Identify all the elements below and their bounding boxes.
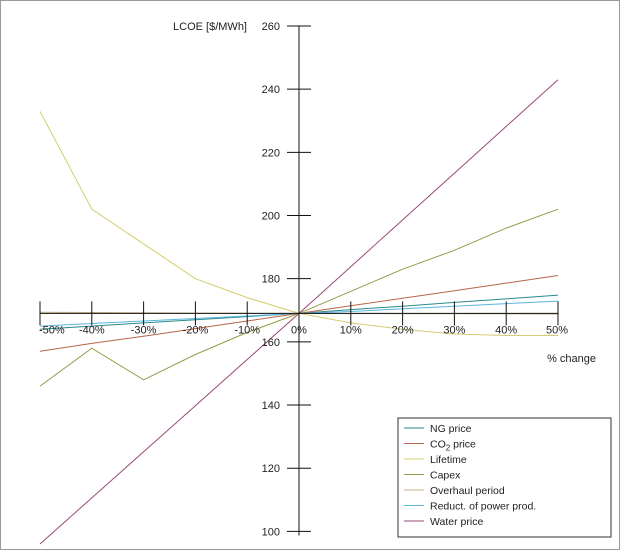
y-tick-label: 260 — [262, 21, 280, 33]
legend-label: Reduct. of power prod. — [430, 501, 536, 513]
y-tick-label: 220 — [262, 147, 280, 159]
legend-label: CO2 price — [430, 439, 476, 453]
x-tick-label: -10% — [234, 324, 260, 336]
legend-box — [397, 417, 612, 538]
legend-label: Lifetime — [430, 454, 467, 466]
x-tick-label: 0% — [291, 324, 307, 336]
axes-layer: LCOE [$/MWh] % change 100 120 140 160 180 200… — [39, 21, 596, 538]
x-tick-label: 10% — [340, 324, 362, 336]
y-axis-title: LCOE [$/MWh] — [173, 21, 247, 33]
x-tick-label: -20% — [183, 324, 209, 336]
x-tick-label: -40% — [79, 324, 105, 336]
x-tick-label: -30% — [131, 324, 157, 336]
y-tick-label: 200 — [262, 211, 280, 223]
x-tick-label: 50% — [546, 324, 568, 336]
x-tick-label: 30% — [443, 324, 465, 336]
y-tick-label: 180 — [262, 274, 280, 286]
x-tick-label: 40% — [495, 324, 517, 336]
x-axis-title: % change — [547, 353, 596, 365]
legend-label: NG price — [430, 423, 472, 435]
y-tick-label: 100 — [262, 526, 280, 538]
x-tick-label: -50% — [39, 324, 65, 336]
y-tick-label: 240 — [262, 84, 280, 96]
y-tick-label: 140 — [262, 400, 280, 412]
x-tick-label: 20% — [392, 324, 414, 336]
y-tick-label: 120 — [262, 463, 280, 475]
legend-label: Overhaul period — [430, 485, 505, 497]
legend-label: Water price — [430, 516, 483, 528]
y-tick-label: 160 — [262, 337, 280, 349]
legend-label: Capex — [430, 470, 461, 482]
